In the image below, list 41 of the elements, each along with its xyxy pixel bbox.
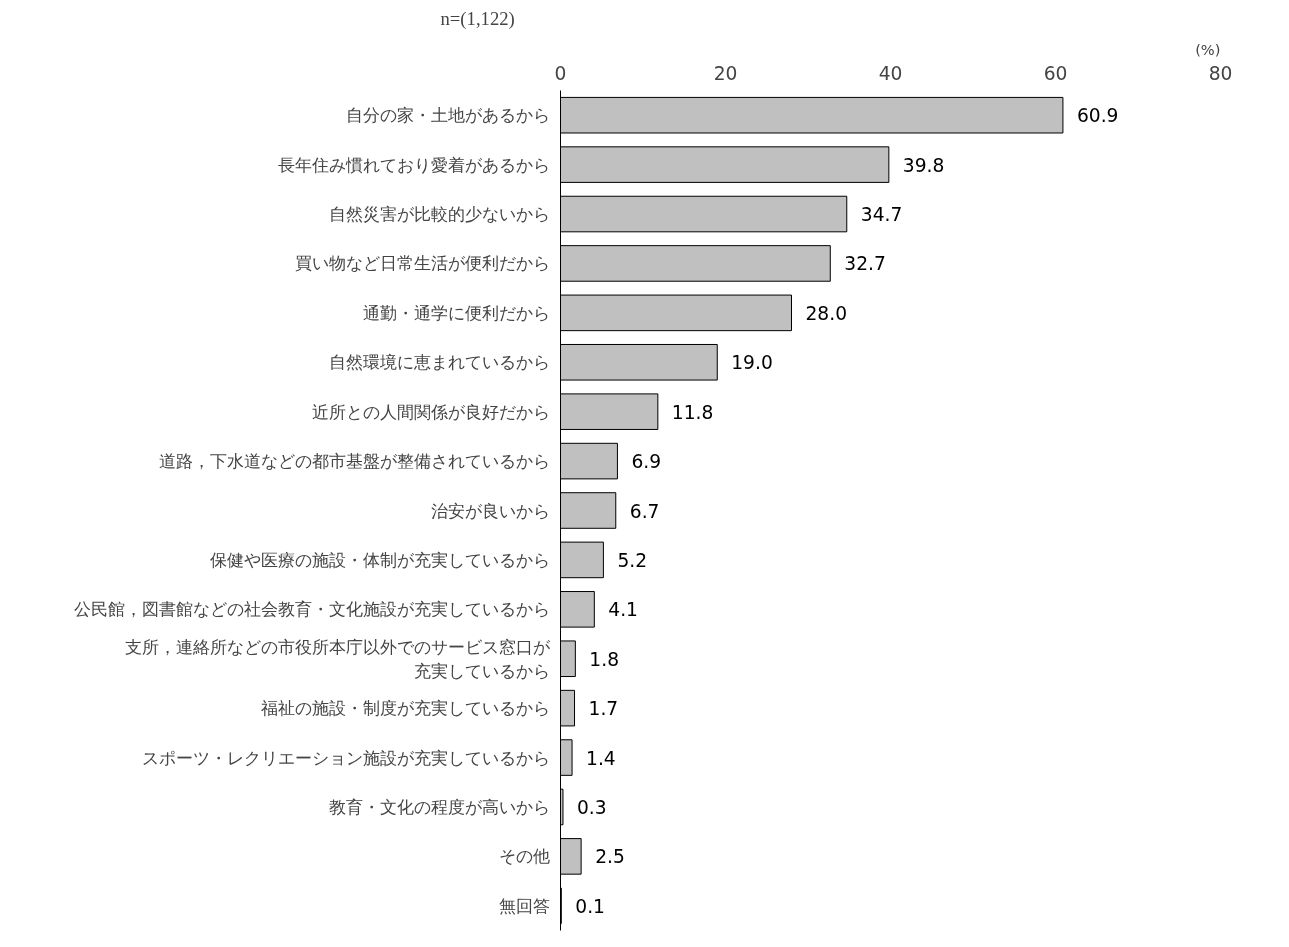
y-tick-label: 保健や医療の施設・体制が充実しているから (209, 549, 550, 570)
y-tick-label: 近所との人間関係が良好だから (311, 401, 550, 422)
x-tick-label: 80 (1208, 62, 1233, 84)
x-tick-label: 20 (713, 62, 738, 84)
data-label: 28.0 (805, 302, 848, 324)
y-tick-label: 支所，連絡所などの市役所本庁以外でのサービス窓口が充実しているから (124, 636, 551, 681)
data-label: 1.4 (586, 747, 616, 769)
x-tick-label: 0 (554, 62, 567, 84)
y-tick-label: 福祉の施設・制度が充実しているから (260, 698, 550, 719)
y-tick-label: 治安が良いから (430, 500, 550, 521)
data-label: 32.7 (844, 253, 886, 275)
text: n=(1,122) (440, 7, 515, 30)
data-label: 0.1 (575, 895, 605, 917)
data-label: 0.3 (576, 796, 607, 818)
x-axis-title: (%) (1195, 40, 1221, 58)
data-label: 6.9 (631, 451, 662, 473)
data-label: 60.9 (1076, 105, 1119, 127)
data-label: 5.2 (617, 549, 648, 571)
y-tick-label: 教育・文化の程度が高いから (328, 796, 550, 817)
y-tick-label: 通勤・通学に便利だから (362, 302, 550, 323)
data-label: 6.7 (629, 500, 660, 522)
y-tick-label: 公民館，図書館などの社会教育・文化施設が充実しているから (73, 599, 550, 620)
y-tick-label: 無回答 (498, 895, 550, 916)
data-label: 34.7 (860, 204, 903, 226)
data-label: 4.1 (608, 599, 638, 621)
x-tick-label: 40 (878, 62, 903, 84)
y-tick-label: 自然環境に恵まれているから (328, 352, 550, 373)
data-label: 1.7 (588, 698, 619, 720)
y-tick-label: 自分の家・土地があるから (345, 105, 550, 126)
y-tick-label: その他 (498, 846, 550, 867)
data-label: 19.0 (731, 352, 773, 374)
y-tick-label: 自然災害が比較的少ないから (328, 204, 550, 225)
data-label: 11.8 (671, 401, 714, 423)
y-tick-label: 長年住み慣れており愛着があるから (277, 154, 550, 175)
x-tick-label: 60 (1043, 62, 1068, 84)
data-label: 39.8 (902, 154, 945, 176)
y-tick-label: 道路，下水道などの都市基盤が整備されているから (158, 451, 550, 472)
data-label: 1.8 (589, 648, 620, 670)
y-tick-label: スポーツ・レクリエーション施設が充実しているから (141, 747, 550, 768)
data-label: 2.5 (595, 846, 625, 868)
y-tick-label: 買い物など日常生活が便利だから (294, 253, 550, 274)
